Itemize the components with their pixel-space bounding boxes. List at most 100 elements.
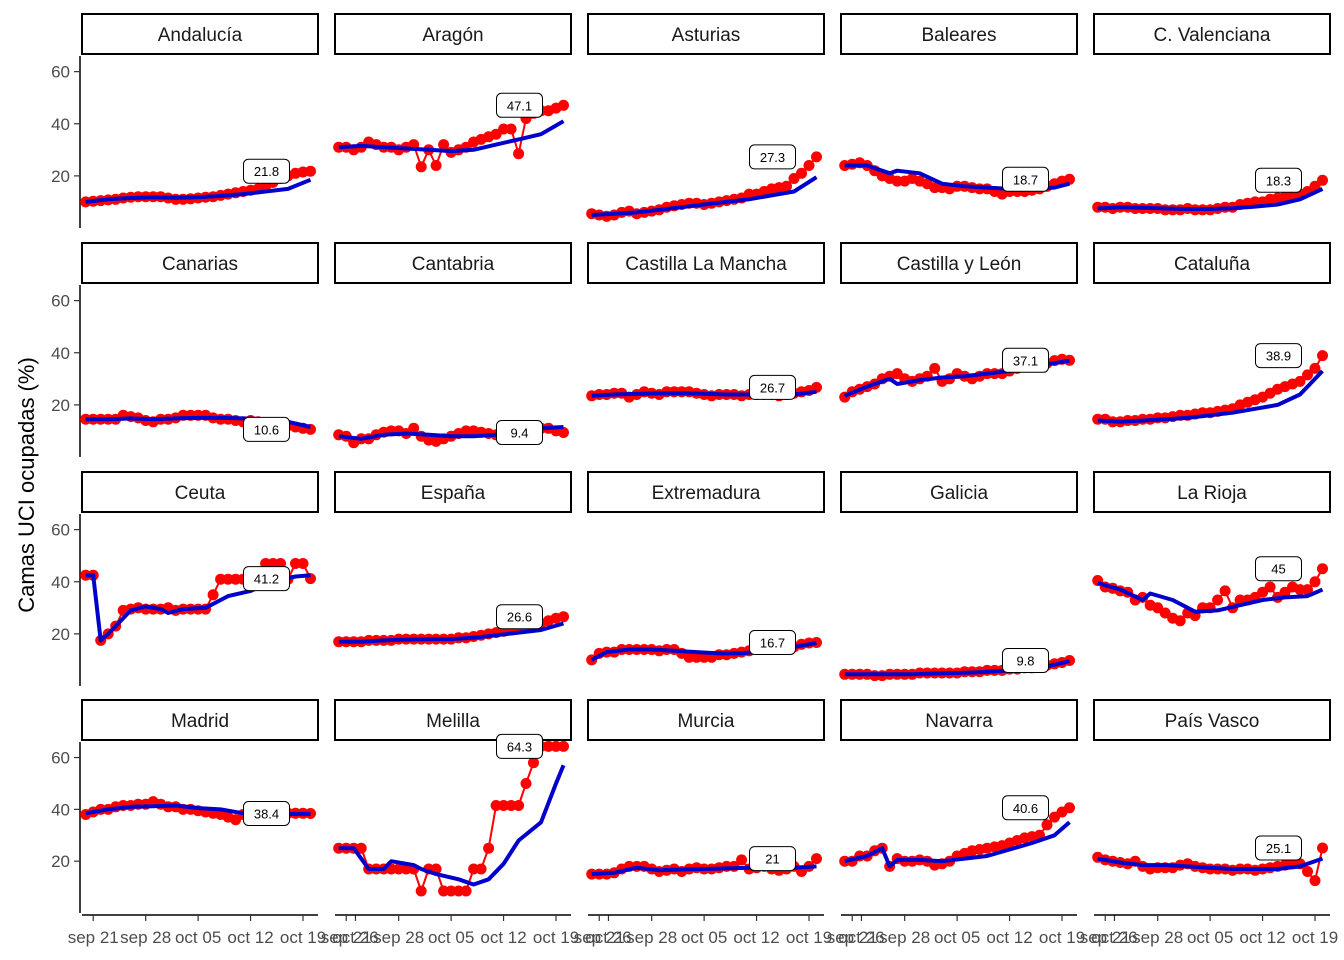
value-label-box xyxy=(496,604,543,630)
value-label-box xyxy=(1255,343,1302,369)
panel-c-valenciana: C. Valenciana 18.3 xyxy=(1092,13,1331,216)
daily-point xyxy=(1302,866,1313,877)
daily-point xyxy=(1317,563,1328,575)
x-tick-label: sep 28 xyxy=(373,928,424,947)
daily-point xyxy=(1317,842,1328,854)
value-label: 26.6 xyxy=(507,610,532,625)
y-tick-label: 20 xyxy=(51,167,70,186)
value-label: 21.8 xyxy=(254,164,279,179)
strip-label: Madrid xyxy=(171,711,229,732)
strip-label: País Vasco xyxy=(1165,711,1260,732)
value-label: 45 xyxy=(1271,562,1285,577)
daily-point xyxy=(305,808,316,819)
daily-point xyxy=(1294,375,1306,387)
value-label: 27.3 xyxy=(760,150,785,165)
strip-label: Cantabria xyxy=(412,254,495,275)
y-axis-title: Camas UCI ocupadas (%) xyxy=(14,357,39,613)
trend-line xyxy=(591,175,818,217)
value-label-box xyxy=(243,566,290,592)
daily-point xyxy=(811,151,822,163)
value-label-box xyxy=(1255,835,1302,861)
strip-label: Aragón xyxy=(422,25,483,46)
value-label-box xyxy=(1255,167,1302,193)
y-tick-label: 20 xyxy=(51,396,70,415)
value-label: 18.3 xyxy=(1266,173,1291,188)
strip-box xyxy=(334,699,572,741)
daily-point xyxy=(811,853,822,865)
trend-line xyxy=(1097,856,1324,871)
strip-box xyxy=(1093,13,1331,55)
daily-point xyxy=(520,778,532,789)
x-tick-label: oct 26 xyxy=(332,928,378,947)
strip-box xyxy=(587,13,825,55)
trend-line xyxy=(1097,581,1324,614)
strip-label: Baleares xyxy=(922,25,997,46)
daily-point xyxy=(513,148,525,160)
daily-point xyxy=(1264,581,1276,593)
value-label-box xyxy=(243,416,290,442)
trend-line xyxy=(338,119,565,154)
x-tick-label: oct 19 xyxy=(533,928,579,947)
trend-line xyxy=(844,820,1071,869)
x-tick-label: oct 12 xyxy=(480,928,526,947)
value-label: 10.6 xyxy=(254,422,279,437)
strip-label: Cataluña xyxy=(1174,254,1250,275)
daily-point xyxy=(1302,584,1313,596)
value-label-box xyxy=(1002,166,1049,192)
strip-box xyxy=(81,242,319,284)
daily-point xyxy=(1302,369,1313,381)
x-tick-label: sep 21 xyxy=(321,928,372,947)
panel-castilla-y-le-n: Castilla y León 37.1 xyxy=(839,242,1078,403)
value-label-box xyxy=(496,92,543,118)
x-tick-label: oct 05 xyxy=(1187,928,1233,947)
x-tick-label: oct 12 xyxy=(227,928,273,947)
x-tick-label: oct 12 xyxy=(1239,928,1285,947)
panel-pa-s-vasco: País Vasco sep 21 sep 28 oct 05 oct 12 oct 19… xyxy=(1080,699,1338,947)
y-tick-label: 60 xyxy=(51,63,70,82)
value-label-box xyxy=(496,733,543,759)
value-label-box xyxy=(1002,795,1049,821)
x-tick-label: oct 12 xyxy=(986,928,1032,947)
strip-label: La Rioja xyxy=(1177,483,1247,504)
panel-cantabria: Cantabria 9.4 xyxy=(333,242,572,449)
x-tick-label: oct 26 xyxy=(585,928,631,947)
x-tick-label: sep 21 xyxy=(827,928,878,947)
value-label-box xyxy=(1255,556,1302,582)
x-tick-label: oct 19 xyxy=(1039,928,1085,947)
strip-box xyxy=(840,13,1078,55)
panel-espa-a: España 26.6 xyxy=(333,471,572,648)
strip-label: Extremadura xyxy=(652,483,761,504)
panel-baleares: Baleares 18.7 xyxy=(839,13,1078,200)
strip-label: Ceuta xyxy=(175,483,226,504)
daily-point xyxy=(558,99,569,111)
panel-catalu-a: Cataluña 38.9 xyxy=(1092,242,1331,428)
x-tick-label: sep 28 xyxy=(1132,928,1183,947)
strip-box xyxy=(587,699,825,741)
daily-point xyxy=(796,167,807,179)
panel-castilla-la-mancha: Castilla La Mancha 26.7 xyxy=(586,242,825,403)
daily-point xyxy=(1309,875,1321,887)
panel-canarias: Canarias 20 40 60 10.6 xyxy=(51,242,319,457)
daily-point xyxy=(1041,819,1053,831)
strip-box xyxy=(334,242,572,284)
panel-ceuta: Ceuta 20 40 60 41.2 xyxy=(51,471,319,686)
value-label: 37.1 xyxy=(1013,353,1038,368)
y-tick-label: 20 xyxy=(51,625,70,644)
daily-point xyxy=(1174,615,1186,627)
y-tick-label: 40 xyxy=(51,115,70,134)
value-label: 25.1 xyxy=(1266,841,1291,856)
x-tick-label: oct 19 xyxy=(786,928,832,947)
trend-line xyxy=(338,621,565,644)
strip-label: Galicia xyxy=(930,483,989,504)
value-label-box xyxy=(1002,648,1049,673)
panel-asturias: Asturias 27.3 xyxy=(586,13,825,222)
daily-point xyxy=(460,885,472,897)
value-label: 16.7 xyxy=(760,636,785,651)
daily-point xyxy=(297,558,309,569)
strip-label: Andalucía xyxy=(158,25,243,46)
panel-galicia: Galicia 9.8 xyxy=(839,471,1078,682)
value-label: 47.1 xyxy=(507,98,532,113)
y-tick-label: 60 xyxy=(51,749,70,768)
